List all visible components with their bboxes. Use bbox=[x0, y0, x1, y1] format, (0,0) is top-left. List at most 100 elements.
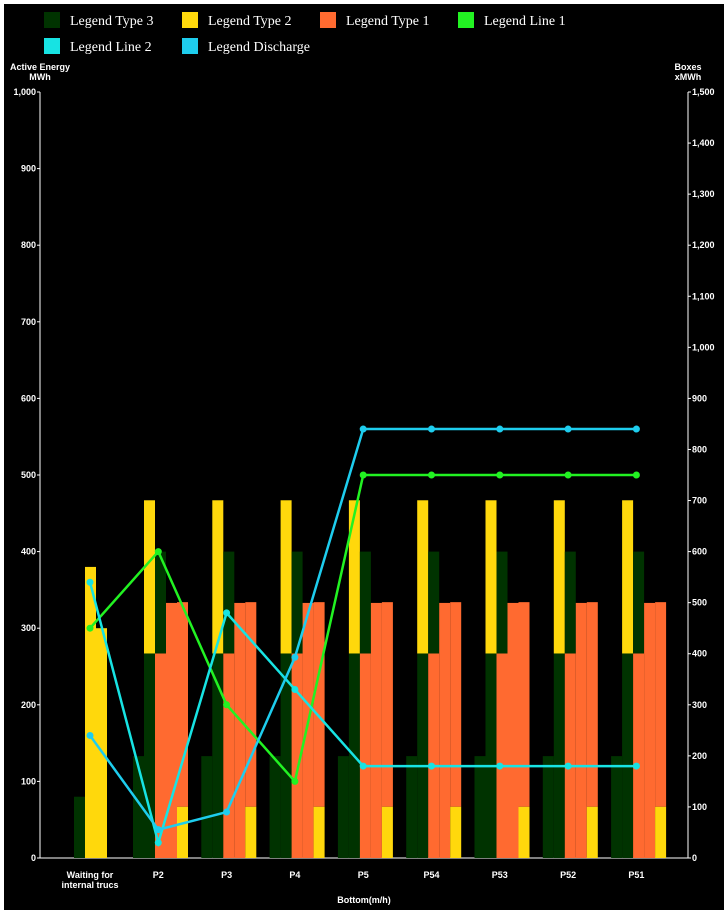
bar-waiting-2 bbox=[85, 566, 96, 858]
bar-stack-2-bottom bbox=[633, 653, 645, 858]
line-point-3 bbox=[291, 653, 299, 661]
bar-stack-1-top bbox=[485, 500, 497, 654]
right-axis-title: Boxes xMWh bbox=[674, 62, 701, 82]
bar-stack-2-top bbox=[496, 551, 508, 654]
bar-stack-4-bottom bbox=[518, 806, 530, 858]
bar-stack-2-top bbox=[633, 551, 645, 654]
bar-dark-small bbox=[611, 756, 623, 858]
line-point-3 bbox=[154, 826, 162, 834]
line-point-2 bbox=[428, 762, 435, 770]
left-tick-label: 0 bbox=[31, 853, 36, 863]
line-point-3 bbox=[86, 731, 94, 739]
x-axis-title: Bottom(m/h) bbox=[337, 895, 391, 905]
bar-stack-1-bottom bbox=[144, 653, 155, 858]
bar-stack-3-bottom bbox=[370, 602, 382, 858]
right-tick-label: 500 bbox=[692, 598, 707, 608]
bar-dark-small bbox=[269, 756, 281, 858]
left-tick-label: 200 bbox=[21, 700, 36, 710]
bar-stack-2-bottom bbox=[428, 653, 440, 858]
legend: Legend Type 3 Legend Type 2 Legend Type 1 L… bbox=[44, 12, 566, 55]
right-tick-label: 800 bbox=[692, 444, 707, 454]
bar-stack-3-bottom bbox=[166, 602, 177, 858]
right-tick-label: 1,500 bbox=[692, 87, 715, 97]
legend-swatch-5 bbox=[44, 38, 60, 54]
legend-swatch-2 bbox=[182, 12, 198, 28]
right-tick-label: 700 bbox=[692, 496, 707, 506]
bar-stack-4-top bbox=[313, 602, 325, 807]
line-point-2 bbox=[359, 762, 367, 770]
bar-stack-1-bottom bbox=[212, 653, 224, 858]
right-tick-label: 200 bbox=[692, 751, 707, 761]
left-tick-label: 300 bbox=[21, 623, 36, 633]
left-tick-label: 100 bbox=[21, 776, 36, 786]
category-label: P53 bbox=[492, 870, 508, 880]
left-axis-title-line-2: MWh bbox=[29, 72, 51, 82]
right-tick-label: 1,400 bbox=[692, 138, 715, 148]
right-tick-label: 1,300 bbox=[692, 189, 715, 199]
line-point-1 bbox=[223, 701, 231, 709]
category-label: P2 bbox=[153, 870, 164, 880]
line-point-1 bbox=[428, 471, 435, 479]
bar-stack-1-bottom bbox=[417, 653, 429, 858]
line-point-2 bbox=[154, 839, 162, 847]
bar-stack-4-top bbox=[381, 602, 393, 807]
line-point-3 bbox=[496, 425, 504, 433]
right-tick-label: 1,100 bbox=[692, 291, 715, 301]
line-point-1 bbox=[154, 548, 162, 556]
line-point-3 bbox=[632, 425, 640, 433]
category-label: Waiting for bbox=[67, 870, 114, 880]
bar-stack-3-bottom bbox=[644, 602, 656, 858]
line-point-1 bbox=[291, 777, 299, 785]
left-tick-label: 800 bbox=[21, 240, 36, 250]
line-point-1 bbox=[496, 471, 504, 479]
bar-stack-3-bottom bbox=[507, 602, 519, 858]
bar-dark-small bbox=[542, 756, 554, 858]
right-axis-title-line-2: xMWh bbox=[675, 72, 702, 82]
bar-stack-1-top bbox=[622, 500, 634, 654]
bar-stack-3-bottom bbox=[575, 602, 587, 858]
line-point-2 bbox=[564, 762, 572, 770]
line-point-2 bbox=[86, 578, 94, 586]
bar-stack-2-top bbox=[359, 551, 371, 654]
line-point-2 bbox=[291, 685, 299, 693]
left-axis-title-line-1: Active Energy bbox=[10, 62, 70, 72]
legend-label-3: Legend Type 1 bbox=[346, 14, 430, 29]
lines bbox=[86, 425, 640, 848]
left-axis-title: Active Energy MWh bbox=[10, 62, 70, 82]
bar-stack-2-bottom bbox=[564, 653, 576, 858]
legend-swatch-3 bbox=[320, 12, 336, 28]
legend-swatch-6 bbox=[182, 38, 198, 54]
bar-stack-1-top bbox=[280, 500, 292, 654]
left-tick-label: 500 bbox=[21, 470, 36, 480]
legend-label-5: Legend Line 2 bbox=[70, 40, 152, 55]
bar-stack-2-top bbox=[291, 551, 303, 654]
bar-stack-4-bottom bbox=[586, 806, 598, 858]
bar-stack-2-bottom bbox=[496, 653, 508, 858]
bar-stack-1-top bbox=[348, 500, 360, 654]
left-tick-label: 700 bbox=[21, 317, 36, 327]
line-point-3 bbox=[359, 425, 367, 433]
right-tick-label: 1,000 bbox=[692, 342, 715, 352]
bar-stack-4-top bbox=[245, 602, 257, 807]
bar-stack-3-bottom bbox=[439, 602, 451, 858]
bar-stack-2-top bbox=[155, 551, 166, 654]
bar-waiting-3 bbox=[96, 628, 107, 858]
bar-stack-2-top bbox=[428, 551, 440, 654]
line-point-1 bbox=[632, 471, 640, 479]
bar-dark-small bbox=[133, 756, 144, 858]
line-point-2 bbox=[632, 762, 640, 770]
bar-stack-4-top bbox=[586, 602, 598, 807]
bar-dark-small bbox=[201, 756, 213, 858]
bar-stack-1-bottom bbox=[553, 653, 565, 858]
bar-stack-2-bottom bbox=[359, 653, 371, 858]
right-tick-label: 400 bbox=[692, 649, 707, 659]
right-tick-label: 0 bbox=[692, 853, 697, 863]
line-point-1 bbox=[86, 624, 94, 632]
category-label: P54 bbox=[423, 870, 439, 880]
legend-label-4: Legend Line 1 bbox=[484, 14, 566, 29]
bar-stack-3-bottom bbox=[302, 602, 314, 858]
left-tick-label: 600 bbox=[21, 393, 36, 403]
bars bbox=[74, 500, 667, 858]
bar-stack-4-bottom bbox=[655, 806, 667, 858]
left-tick-label: 900 bbox=[21, 164, 36, 174]
